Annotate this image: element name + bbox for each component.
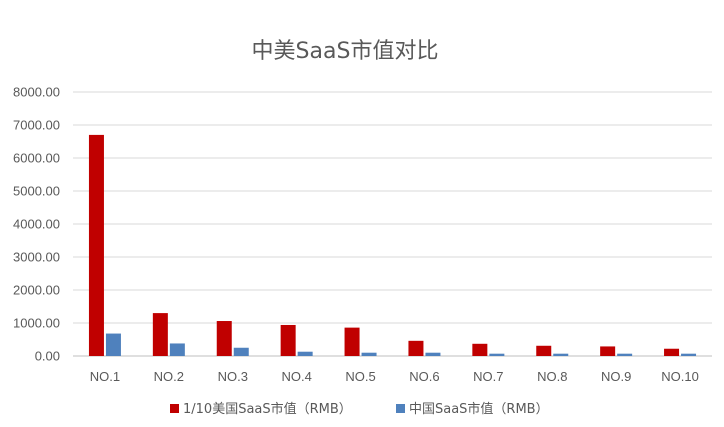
y-tick-label: 1000.00 bbox=[13, 316, 60, 331]
legend-label-us: 1/10美国SaaS市值（RMB） bbox=[183, 401, 352, 417]
chart-title: 中美SaaS市值对比 bbox=[252, 39, 439, 64]
cn-bar-no4 bbox=[297, 351, 313, 356]
x-tick-label: NO.9 bbox=[601, 369, 631, 384]
us-bar-no6 bbox=[408, 340, 424, 356]
us-bar-no3 bbox=[216, 321, 232, 356]
y-tick-label: 0.00 bbox=[35, 349, 60, 364]
us-bar-no5 bbox=[344, 327, 360, 356]
cn-bar-no6 bbox=[425, 352, 441, 356]
cn-bar-no10 bbox=[681, 353, 697, 356]
us-bar-no1 bbox=[88, 134, 104, 356]
legend-swatch-us bbox=[170, 404, 179, 413]
us-bar-no2 bbox=[152, 313, 168, 356]
y-tick-label: 5000.00 bbox=[13, 184, 60, 199]
us-bar-no4 bbox=[280, 324, 296, 356]
y-tick-label: 8000.00 bbox=[13, 85, 60, 100]
x-tick-label: NO.4 bbox=[281, 369, 311, 384]
legend: 1/10美国SaaS市值（RMB） 中国SaaS市值（RMB） bbox=[170, 401, 549, 417]
cn-bar-no9 bbox=[617, 353, 633, 356]
x-tick-label: NO.7 bbox=[473, 369, 503, 384]
x-tick-label: NO.5 bbox=[345, 369, 375, 384]
x-tick-label: NO.2 bbox=[154, 369, 184, 384]
x-tick-label: NO.1 bbox=[90, 369, 120, 384]
us-bar-no8 bbox=[536, 345, 552, 356]
cn-bar-no2 bbox=[169, 343, 185, 356]
x-tick-label: NO.3 bbox=[218, 369, 248, 384]
x-axis-ticks: NO.1 NO.2 NO.3 NO.4 NO.5 NO.6 NO.7 NO.8 NO.9 NO.1… bbox=[90, 369, 699, 384]
x-tick-label: NO.8 bbox=[537, 369, 567, 384]
y-tick-label: 2000.00 bbox=[13, 283, 60, 298]
cn-bar-no1 bbox=[105, 333, 121, 356]
legend-swatch-cn bbox=[396, 404, 405, 413]
cn-bar-no7 bbox=[489, 353, 505, 356]
cn-bar-no3 bbox=[233, 347, 249, 356]
y-tick-label: 7000.00 bbox=[13, 118, 60, 133]
bars-layer bbox=[88, 134, 697, 356]
grid-layer bbox=[73, 91, 712, 357]
us-bar-no10 bbox=[664, 348, 680, 356]
cn-bar-no5 bbox=[361, 352, 377, 356]
us-bar-no9 bbox=[600, 346, 616, 356]
y-axis-ticks: 0.00 1000.00 2000.00 3000.00 4000.00 5000.00 6… bbox=[13, 85, 60, 364]
y-tick-label: 3000.00 bbox=[13, 250, 60, 265]
x-tick-label: NO.6 bbox=[409, 369, 439, 384]
us-bar-no7 bbox=[472, 343, 488, 356]
y-tick-label: 4000.00 bbox=[13, 217, 60, 232]
cn-bar-no8 bbox=[553, 353, 569, 356]
legend-label-cn: 中国SaaS市值（RMB） bbox=[409, 401, 549, 417]
x-tick-label: NO.10 bbox=[661, 369, 699, 384]
y-tick-label: 6000.00 bbox=[13, 151, 60, 166]
